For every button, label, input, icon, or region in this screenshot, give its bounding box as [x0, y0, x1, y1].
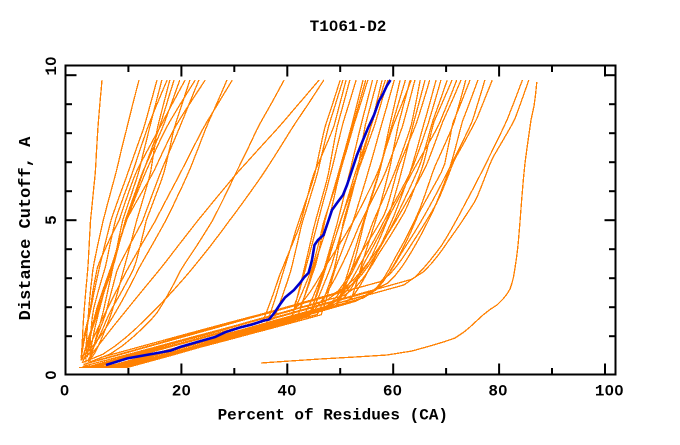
svg-text:40: 40: [277, 382, 296, 400]
svg-text:60: 60: [383, 382, 402, 400]
svg-text:T1061-D2: T1061-D2: [310, 18, 387, 36]
svg-text:Distance Cutoff, A: Distance Cutoff, A: [17, 136, 36, 320]
svg-text:5: 5: [43, 215, 61, 225]
svg-text:20: 20: [172, 382, 191, 400]
svg-text:Percent of Residues (CA): Percent of Residues (CA): [218, 407, 448, 425]
svg-text:80: 80: [488, 382, 507, 400]
svg-text:10: 10: [43, 56, 61, 75]
